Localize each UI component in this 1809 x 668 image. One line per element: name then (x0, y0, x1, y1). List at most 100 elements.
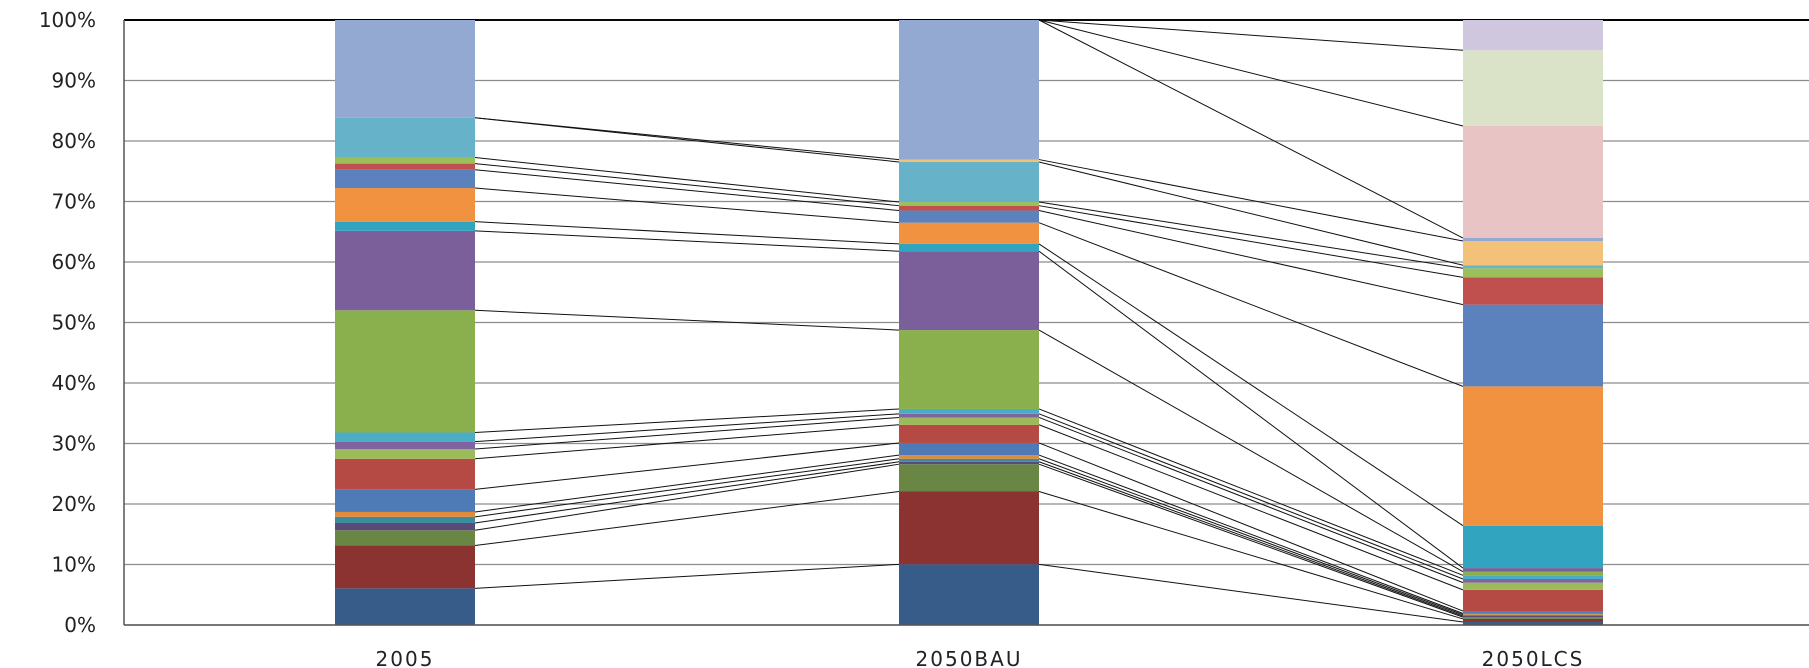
bar-segment (1463, 582, 1603, 590)
bar-segment (1463, 571, 1603, 576)
series-line (1038, 417, 1464, 584)
series-line (474, 563, 900, 589)
bar-segment (335, 516, 475, 523)
bar-segment (899, 161, 1039, 203)
series-line (1038, 461, 1464, 617)
bar-segment (335, 163, 475, 170)
y-tick-label: 0% (64, 613, 96, 637)
bar-segment (335, 310, 475, 433)
bar-segment (899, 491, 1039, 565)
series-line (474, 454, 900, 513)
series-line (474, 169, 900, 212)
series-line (474, 163, 900, 207)
series-line (474, 491, 900, 547)
y-tick-label: 100% (39, 8, 96, 32)
bar-segment (1463, 568, 1603, 572)
bar-segment (899, 442, 1039, 456)
bar-segment (899, 464, 1039, 492)
y-tick-label: 10% (52, 553, 96, 577)
bar-segment (335, 432, 475, 442)
bar-segment (899, 330, 1039, 409)
series-line (1038, 454, 1464, 614)
series-connector-lines (474, 19, 1464, 623)
bar-segment (1463, 238, 1603, 242)
bar-segments (335, 20, 1603, 625)
series-line (1038, 329, 1464, 573)
x-category-label: 2050LCS (1482, 647, 1585, 668)
series-line (1038, 159, 1464, 242)
series-line (1038, 563, 1464, 623)
bar-segment (335, 511, 475, 517)
y-tick-label: 60% (52, 250, 96, 274)
series-line (474, 157, 900, 203)
series-line (474, 463, 900, 531)
bar-segment (899, 424, 1039, 443)
bar-segment (1463, 50, 1603, 126)
bar-segment (1463, 575, 1603, 579)
bar-segment (899, 455, 1039, 459)
series-line (1038, 19, 1464, 239)
bar-segment (899, 413, 1039, 418)
series-line (1038, 222, 1464, 387)
bar-segment (335, 188, 475, 222)
bar-segment (335, 530, 475, 546)
bar-segment (335, 221, 475, 231)
series-line (1038, 442, 1464, 612)
bar-segment (1463, 386, 1603, 526)
bar-segment (1463, 613, 1603, 615)
series-line (474, 309, 900, 331)
bar-segment (899, 222, 1039, 244)
bar-segment (899, 251, 1039, 331)
series-line (1038, 205, 1464, 278)
series-line (474, 442, 900, 490)
bar-segment (335, 449, 475, 459)
bar-segment (1463, 525, 1603, 569)
bar-segment (899, 243, 1039, 252)
series-line (1038, 413, 1464, 580)
x-category-label: 2005 (376, 647, 435, 668)
series-line (1038, 201, 1464, 269)
bar-segment (1463, 304, 1603, 387)
series-line (1038, 491, 1464, 620)
series-line (474, 408, 900, 433)
y-tick-label: 20% (52, 492, 96, 516)
y-tick-label: 90% (52, 69, 96, 93)
series-line (474, 187, 900, 224)
bar-segment (1463, 589, 1603, 612)
axes (123, 20, 1809, 626)
bar-segment (335, 522, 475, 531)
series-line (1038, 458, 1464, 616)
series-line (1038, 161, 1464, 266)
bar-segment (899, 408, 1039, 414)
series-line (1038, 424, 1464, 591)
bar-segment (1463, 20, 1603, 51)
bar-segment (899, 564, 1039, 625)
bar-segment (1463, 611, 1603, 614)
bar-segment (1463, 578, 1603, 583)
bar-segment (1463, 268, 1603, 278)
series-line (474, 230, 900, 252)
y-tick-label: 30% (52, 432, 96, 456)
bar-segment (335, 20, 475, 118)
series-line (474, 413, 900, 443)
x-category-label: 2050BAU (916, 647, 1023, 668)
bar-segment (1463, 621, 1603, 625)
bar-segment (899, 458, 1039, 462)
series-line (1038, 210, 1464, 306)
bar-segment (1463, 614, 1603, 616)
bar-segment (1463, 618, 1603, 622)
y-tick-label: 70% (52, 190, 96, 214)
bar-segment (1463, 277, 1603, 305)
bar-segment (335, 157, 475, 164)
bar-segment (899, 205, 1039, 211)
series-line (1038, 243, 1464, 527)
bar-segment (1463, 265, 1603, 269)
bar-segment (1463, 125, 1603, 239)
series-line (1038, 19, 1464, 51)
y-tick-label: 50% (52, 311, 96, 335)
bar-segment (335, 169, 475, 189)
axis-labels: 0% 10% 20% 30% 40% 50% 60% 70% 80% 90% 100% 2005 205… (39, 8, 1585, 668)
bar-segment (1463, 617, 1603, 619)
series-line (474, 117, 900, 161)
